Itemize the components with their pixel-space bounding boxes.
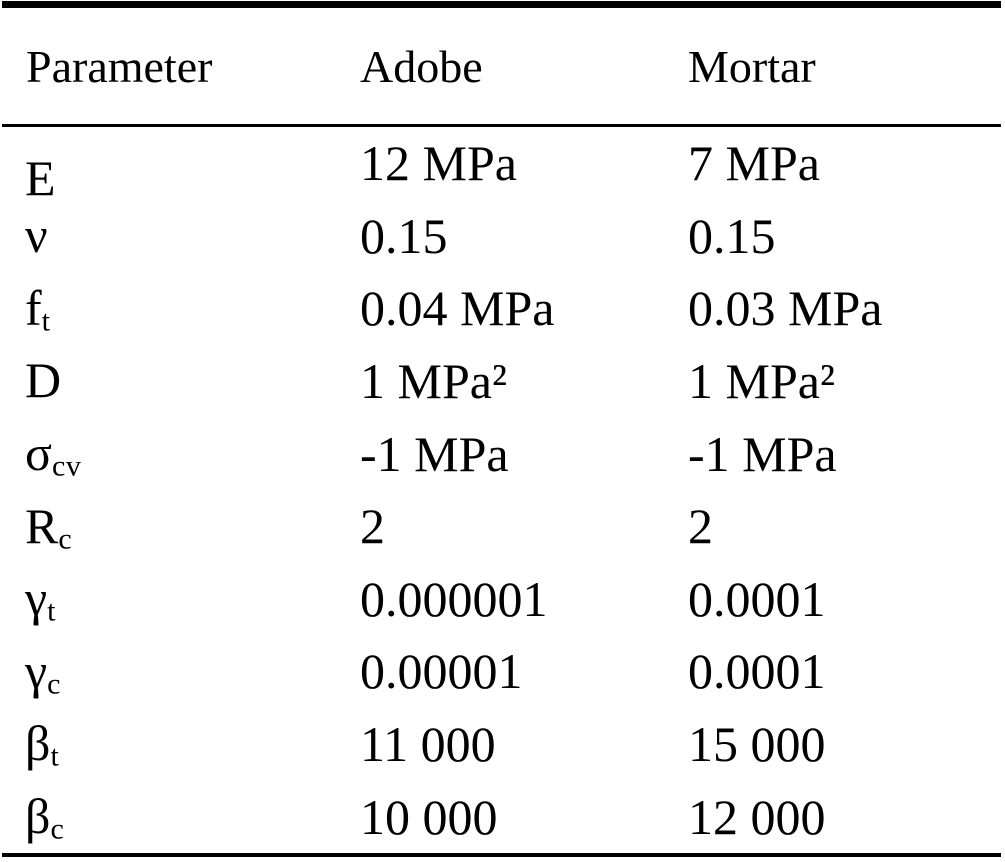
param-symbol: D bbox=[25, 352, 62, 409]
table-row-D: D 1 MPa² 1 MPa² bbox=[0, 345, 1005, 418]
param-cell: γc bbox=[0, 642, 360, 701]
param-subscript: c bbox=[47, 667, 62, 701]
mortar-value-cell: -1 MPa bbox=[688, 425, 837, 482]
param-cell: ft bbox=[0, 279, 360, 338]
table-header-rule bbox=[2, 124, 1001, 127]
param-symbol: γ bbox=[25, 570, 48, 627]
adobe-value-cell: 12 MPa bbox=[360, 135, 517, 192]
column-header-adobe: Adobe bbox=[360, 40, 483, 92]
table-row-sigma-cv: σcv -1 MPa -1 MPa bbox=[0, 417, 1005, 490]
table-row-gamma-t: γt 0.000001 0.0001 bbox=[0, 563, 1005, 636]
param-symbol: ν bbox=[25, 207, 48, 264]
table-top-rule bbox=[2, 1, 1001, 8]
param-cell: γt bbox=[0, 569, 360, 628]
param-cell: Rc bbox=[0, 497, 360, 556]
table-row-ft: ft 0.04 MPa 0.03 MPa bbox=[0, 272, 1005, 345]
param-symbol: β bbox=[25, 787, 51, 844]
param-symbol: σ bbox=[25, 424, 52, 481]
table-row-Rc: Rc 2 2 bbox=[0, 490, 1005, 563]
adobe-value-cell: 0.15 bbox=[360, 207, 448, 264]
adobe-value-cell: 0.00001 bbox=[360, 643, 523, 700]
param-symbol: f bbox=[25, 279, 42, 336]
adobe-value-cell: 2 bbox=[360, 498, 385, 555]
mortar-value-cell: 0.0001 bbox=[688, 643, 826, 700]
param-cell: E bbox=[0, 134, 360, 206]
adobe-value-cell: 1 MPa² bbox=[360, 353, 507, 410]
mortar-value-cell: 0.03 MPa bbox=[688, 280, 883, 337]
table-row-beta-t: βt 11 000 15 000 bbox=[0, 708, 1005, 781]
table-bottom-rule bbox=[2, 853, 1001, 857]
param-symbol: E bbox=[25, 149, 56, 206]
mortar-value-cell: 0.0001 bbox=[688, 570, 826, 627]
param-subscript: c bbox=[58, 521, 73, 555]
adobe-value-cell: 11 000 bbox=[360, 716, 496, 773]
mortar-value-cell: 12 000 bbox=[688, 788, 826, 845]
table-body: E 12 MPa 7 MPa ν 0.15 0.15 ft 0.04 MPa 0… bbox=[0, 127, 1005, 853]
param-subscript: cv bbox=[51, 449, 82, 483]
column-header-mortar: Mortar bbox=[688, 40, 816, 92]
param-cell: βc bbox=[0, 787, 360, 846]
mortar-value-cell: 15 000 bbox=[688, 716, 826, 773]
param-symbol: β bbox=[25, 715, 51, 772]
adobe-value-cell: 0.000001 bbox=[360, 570, 548, 627]
adobe-value-cell: 0.04 MPa bbox=[360, 280, 555, 337]
param-subscript: t bbox=[41, 304, 51, 338]
param-cell: D bbox=[0, 351, 360, 410]
adobe-value-cell: 10 000 bbox=[360, 788, 498, 845]
table-row-nu: ν 0.15 0.15 bbox=[0, 200, 1005, 273]
param-symbol: R bbox=[25, 497, 59, 554]
param-subscript: t bbox=[50, 739, 60, 773]
table-row-E: E 12 MPa 7 MPa bbox=[0, 127, 1005, 206]
mortar-value-cell: 1 MPa² bbox=[688, 353, 835, 410]
param-symbol: γ bbox=[25, 642, 48, 699]
param-subscript: t bbox=[47, 594, 57, 628]
param-subscript: c bbox=[50, 812, 65, 846]
mortar-value-cell: 0.15 bbox=[688, 207, 776, 264]
table-row-beta-c: βc 10 000 12 000 bbox=[0, 780, 1005, 853]
mortar-value-cell: 2 bbox=[688, 498, 713, 555]
adobe-value-cell: -1 MPa bbox=[360, 425, 509, 482]
table-header-row: Parameter Adobe Mortar bbox=[0, 8, 1005, 124]
table-row-gamma-c: γc 0.00001 0.0001 bbox=[0, 635, 1005, 708]
column-header-parameter: Parameter bbox=[26, 40, 213, 92]
param-cell: σcv bbox=[0, 424, 360, 483]
param-cell: ν bbox=[0, 206, 360, 265]
mortar-value-cell: 7 MPa bbox=[688, 135, 820, 192]
param-cell: βt bbox=[0, 714, 360, 773]
